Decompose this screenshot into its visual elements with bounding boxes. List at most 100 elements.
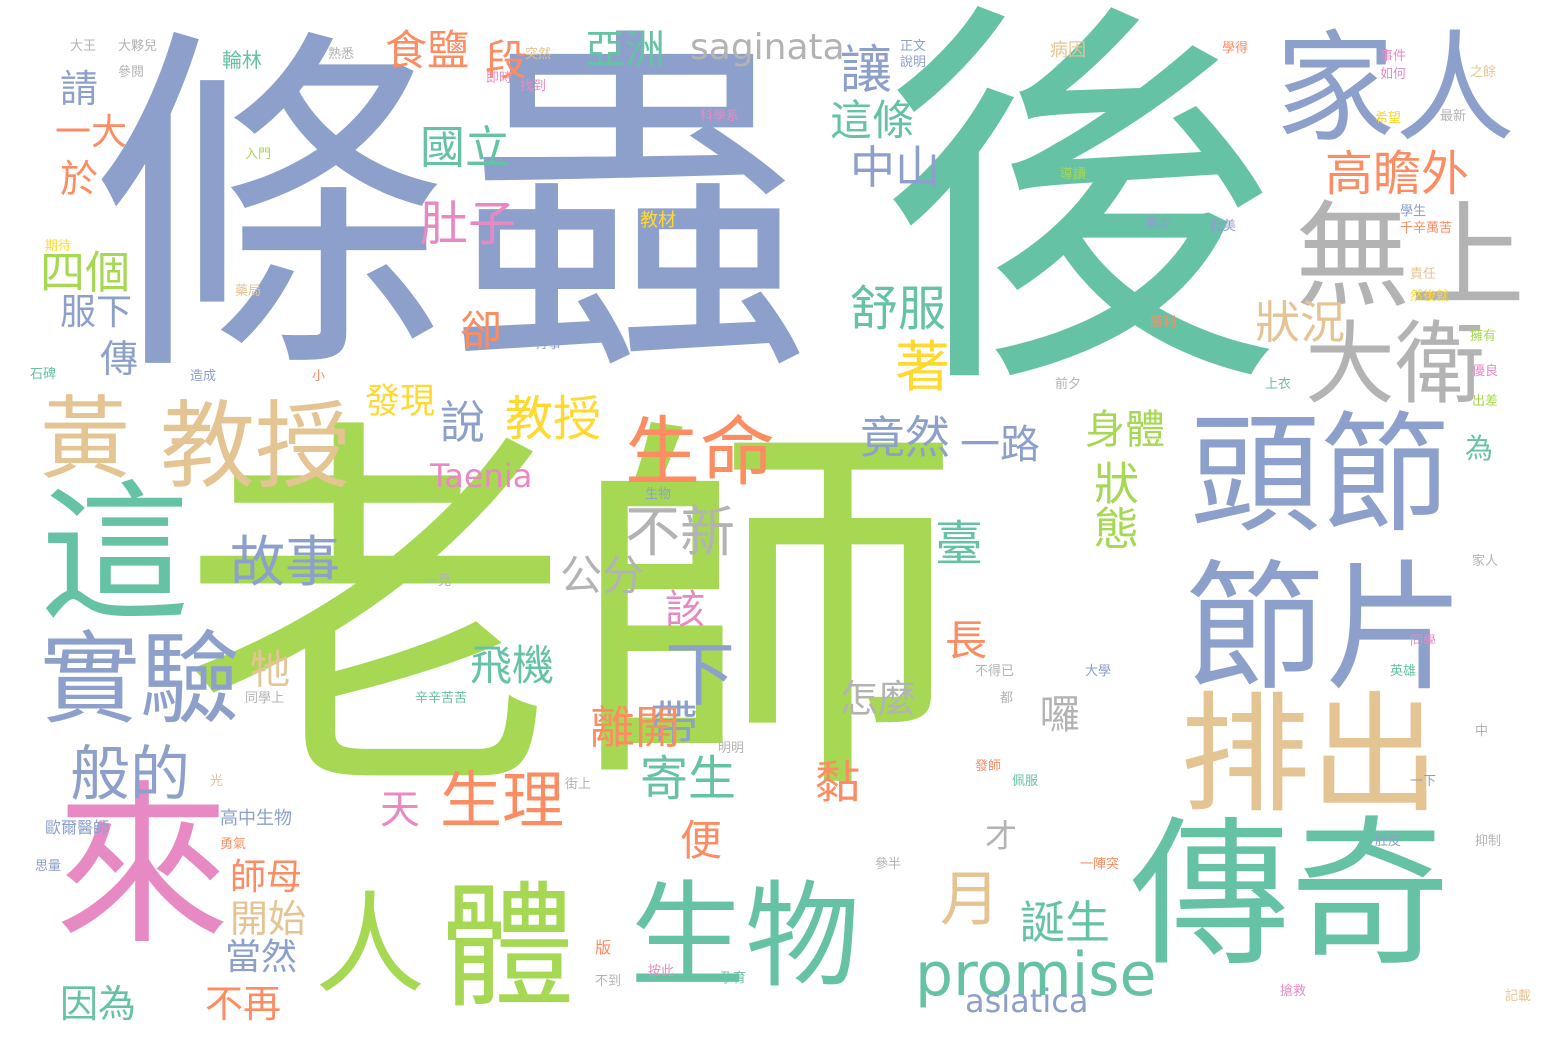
word-yilu: 一路 xyxy=(960,422,1040,468)
word-budao: 不到 xyxy=(595,974,622,989)
word-zeren: 責任 xyxy=(1410,267,1437,282)
word-guang: 光 xyxy=(210,774,224,789)
word-jizai: 記載 xyxy=(1505,989,1532,1004)
word-shangyi: 上衣 xyxy=(1265,377,1292,392)
word-yongyou: 擁有 xyxy=(1470,329,1497,344)
word-shufu: 舒服 xyxy=(850,281,947,337)
word-shuoming: 說明 xyxy=(900,55,927,70)
word-yixia: 一下 xyxy=(1410,774,1437,789)
word-laoshi: 老師 xyxy=(180,388,960,842)
word-fuxia: 服下 xyxy=(60,292,133,333)
word-jiaren: 家人 xyxy=(1275,20,1515,159)
word-shengwu: 生物 xyxy=(630,870,861,1004)
word-dawei: 大衛 xyxy=(1305,312,1485,417)
word-zhiyu: 之餘 xyxy=(1470,65,1497,80)
word-qianxin: 千辛萬苦 xyxy=(1400,221,1453,236)
word-yongqi: 勇氣 xyxy=(220,837,247,852)
word-jiaoshou-big: 教授 xyxy=(160,392,351,502)
word-xia: 下 xyxy=(665,634,735,716)
word-taenia: Taenia xyxy=(430,457,533,495)
word-hou: 後 xyxy=(880,0,1280,437)
word-budeyi: 不得已 xyxy=(975,664,1015,679)
word-yizhi: 抑制 xyxy=(1475,834,1502,849)
word-zhe: 這 xyxy=(40,468,191,642)
word-luo: 囉 xyxy=(1040,692,1080,738)
word-qing: 請 xyxy=(60,67,99,111)
word-dupi: 肚皮 xyxy=(1375,834,1402,849)
word-gaozhanwai: 高瞻外 xyxy=(1325,146,1470,202)
word-jiaren2: 家人 xyxy=(1472,554,1499,569)
word-zhetiao: 這條 xyxy=(830,96,915,145)
word-wushang: 無上 xyxy=(1295,190,1526,324)
word-duzi: 肚子 xyxy=(420,196,517,252)
word-chuchai: 出差 xyxy=(1472,394,1499,409)
word-zhongshan: 中山 xyxy=(850,141,941,194)
word-chuanqi: 傳奇 xyxy=(1130,801,1451,988)
word-shengming: 生命 xyxy=(625,408,776,496)
word-shiyan: 實驗 xyxy=(40,621,240,738)
word-zhengwen: 正文 xyxy=(900,39,927,54)
word-zenme: 怎麼 xyxy=(840,677,917,721)
word-yizhentu: 一陣突 xyxy=(1080,857,1120,872)
word-xiwang: 希望 xyxy=(1375,111,1402,126)
word-que: 卻 xyxy=(460,306,503,355)
word-ren: 人 xyxy=(315,881,425,1009)
word-gushi: 故事 xyxy=(230,530,341,594)
word-lunlin: 輪林 xyxy=(222,48,262,72)
word-shengli2: 勝利 xyxy=(1150,315,1177,330)
word-dahuoer: 大夥兒 xyxy=(118,39,158,54)
word-buxin: 不新 xyxy=(625,500,736,564)
word-yunyu: 孕育 xyxy=(720,971,747,986)
word-zhuangkuang: 狀況 xyxy=(1255,296,1346,349)
word-xiao: 小 xyxy=(312,369,326,384)
word-shibei: 石碑 xyxy=(30,367,57,382)
word-lai: 來 xyxy=(55,766,230,969)
word-cai: 才 xyxy=(985,817,1018,855)
word-shengwu2: 生物 xyxy=(645,487,672,502)
word-jiepian: 節片 xyxy=(1185,548,1466,711)
word-bingyin: 病因 xyxy=(1050,40,1086,61)
word-shijian: 事件 xyxy=(1380,49,1407,64)
word-dangran: 當然 xyxy=(225,937,298,978)
word-likai: 離開 xyxy=(590,701,681,754)
word-bande: 般的 xyxy=(70,740,190,810)
word-bian: 便 xyxy=(680,816,723,865)
word-dai: 帶 xyxy=(650,696,699,752)
word-ta: 牠 xyxy=(250,647,290,693)
word-yingxiong: 英雄 xyxy=(1390,664,1417,679)
word-turan: 突然 xyxy=(525,47,552,62)
word-jieshang: 街上 xyxy=(565,777,592,792)
word-mouci: 某次 xyxy=(1145,217,1172,232)
word-yaoju: 藥局 xyxy=(235,284,262,299)
word-shimu: 師母 xyxy=(230,857,303,898)
word-canyue: 參閱 xyxy=(118,65,145,80)
word-huang: 黃 xyxy=(40,387,130,492)
word-daodu: 導讀 xyxy=(1060,167,1087,182)
word-anci: 按此 xyxy=(648,964,675,979)
word-yijian: 一見 xyxy=(425,574,452,589)
word-jiaoshou-small: 教授 xyxy=(505,391,602,447)
word-guoli: 國立 xyxy=(420,121,511,174)
word-feiji: 飛機 xyxy=(470,641,555,690)
word-siliang: 思量 xyxy=(35,859,62,874)
word-qiangjiu: 搶救 xyxy=(1280,984,1307,999)
word-dou: 都 xyxy=(1000,691,1014,706)
word-tian: 天 xyxy=(380,787,420,833)
word-qianxi: 前夕 xyxy=(1055,377,1082,392)
word-saginata: saginata xyxy=(690,27,845,68)
word-duan: 段 xyxy=(485,36,528,85)
word-shiyan2: 食鹽 xyxy=(385,26,470,75)
word-tiaochong: 條蟲 xyxy=(90,0,810,419)
word-nian: 黏 xyxy=(815,756,861,809)
word-jishi: 即時 xyxy=(486,71,513,86)
word-shuxi: 熟悉 xyxy=(328,47,355,62)
word-xuede: 學得 xyxy=(1222,41,1249,56)
word-sige: 四個 xyxy=(40,246,131,299)
word-kaishi: 開始 xyxy=(230,897,307,941)
word-ti: 體 xyxy=(440,869,575,1026)
word-ouer: 歐爾醫師 xyxy=(45,818,110,837)
word-gaozhongshengwu: 高中生物 xyxy=(220,808,292,829)
word-youliang: 優良 xyxy=(1472,364,1499,379)
word-tongxue: 同學 xyxy=(1410,634,1437,649)
